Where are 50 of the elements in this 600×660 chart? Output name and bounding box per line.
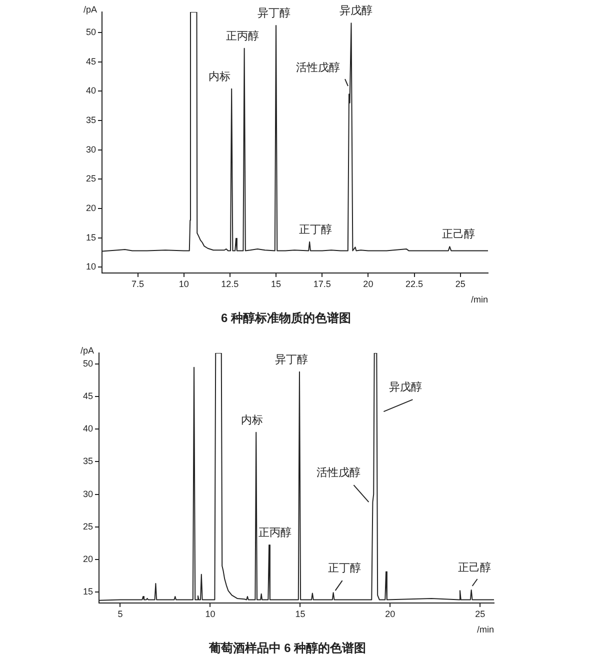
x-axis-title: /min xyxy=(470,294,488,305)
x-axis-title: /min xyxy=(476,624,494,635)
text: 6 种醇标准物质的色谱图 xyxy=(220,311,352,326)
x-tick-label: 10 xyxy=(205,608,216,619)
x-tick-label: 20 xyxy=(363,278,374,289)
annotation: 正丙醇 xyxy=(258,526,292,540)
text: 葡萄酒样品中 6 种醇的色谱图 xyxy=(208,641,366,656)
annotation: 异丁醇 xyxy=(274,352,308,366)
y-tick-label: 40 xyxy=(86,86,96,96)
annotation: 活性戊醇 xyxy=(296,61,340,74)
y-tick-label: 35 xyxy=(86,114,96,125)
annotation: 正丁醇 xyxy=(299,222,332,236)
y-tick-label: 35 xyxy=(82,456,94,466)
y-tick-label: 50 xyxy=(82,358,94,369)
y-tick-label: 20 xyxy=(86,202,96,213)
annotation: 内标 xyxy=(241,413,264,426)
x-tick-label: 22.5 xyxy=(406,278,424,289)
annotation: 正己醇 xyxy=(458,561,491,574)
x-tick-label: 15 xyxy=(295,608,306,619)
annotation: 正丙醇 xyxy=(226,29,259,42)
y-axis-title: /pA xyxy=(83,4,98,14)
x-tick-label: 12.5 xyxy=(221,278,239,289)
x-tick-label: 20 xyxy=(385,608,396,619)
annotation: 活性戊醇 xyxy=(316,466,361,480)
y-tick-label: 45 xyxy=(86,56,96,66)
y-tick-label: 10 xyxy=(86,262,96,272)
annotation: 内标 xyxy=(208,70,231,83)
y-tick-label: 15 xyxy=(82,586,94,596)
y-tick-label: 15 xyxy=(86,232,96,242)
y-tick-label: 30 xyxy=(82,488,94,499)
x-tick-label: 25 xyxy=(455,278,466,289)
x-tick-label: 25 xyxy=(475,608,486,619)
x-tick-label: 10 xyxy=(178,278,189,289)
y-tick-label: 25 xyxy=(82,521,94,532)
annotation: 异戊醇 xyxy=(340,4,373,18)
y-tick-label: 45 xyxy=(82,391,94,402)
y-tick-label: 30 xyxy=(86,144,96,154)
x-tick-label: 17.5 xyxy=(313,278,331,289)
annotation: 正丁醇 xyxy=(328,562,361,575)
x-tick-label: 15 xyxy=(271,278,282,289)
x-tick-label: 7.5 xyxy=(132,278,144,289)
annotation: 正己醇 xyxy=(442,228,476,241)
annotation: 异戊醇 xyxy=(389,380,422,394)
annotation: 异丁醇 xyxy=(258,6,291,20)
y-axis-title: /pA xyxy=(80,345,94,356)
y-tick-label: 40 xyxy=(82,424,94,434)
y-tick-label: 25 xyxy=(86,174,96,184)
y-tick-label: 50 xyxy=(86,27,96,38)
y-tick-label: 20 xyxy=(82,554,94,564)
x-tick-label: 5 xyxy=(118,608,123,619)
